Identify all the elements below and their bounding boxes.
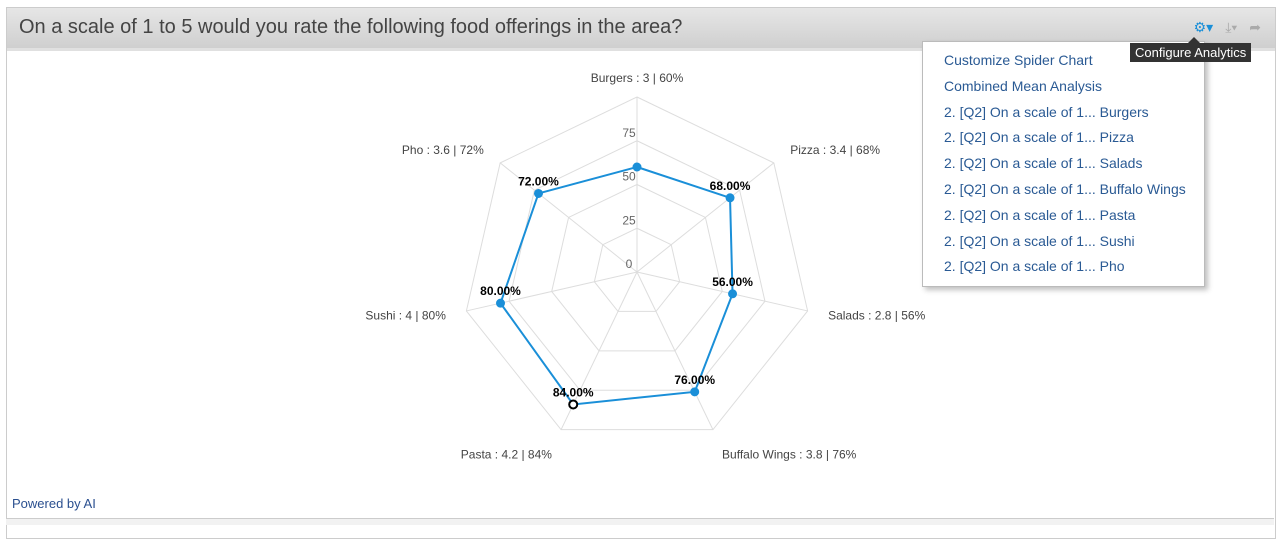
grid-ring (593, 227, 681, 312)
radial-tick-label: 0 (626, 257, 633, 271)
grid-ring (508, 140, 766, 391)
grid-spoke (636, 271, 714, 430)
axis-label: Burgers : 3 | 60% (591, 71, 684, 85)
gears-icon[interactable]: ⚙▾ (1193, 19, 1214, 35)
data-label: 76.00% (674, 373, 715, 387)
data-point (533, 188, 543, 198)
grid-ring (465, 96, 809, 431)
data-point (728, 289, 738, 299)
data-point (725, 193, 735, 203)
axis-label: Pasta : 4.2 | 84% (461, 448, 553, 462)
axis-label: Salads : 2.8 | 56% (828, 309, 926, 323)
configure-analytics-menu: Customize Spider Chart Combined Mean Anal… (922, 41, 1205, 287)
menu-item[interactable]: 2. [Q2] On a scale of 1... Burgers (944, 103, 1149, 120)
radial-tick-label: 75 (622, 126, 636, 140)
menu-item[interactable]: 2. [Q2] On a scale of 1... Pizza (944, 129, 1134, 146)
axis-label: Pizza : 3.4 | 68% (790, 143, 880, 157)
spider-chart: 0 25 50 75 Burgers : 3 | 60% 68.00% Pizza : 3.… (365, 71, 926, 462)
menu-item[interactable]: 2. [Q2] On a scale of 1... Pasta (944, 206, 1136, 223)
radial-tick-label: 50 (622, 170, 636, 184)
radial-tick-label: 25 (622, 213, 636, 227)
data-label: 68.00% (710, 179, 751, 193)
grid-spoke (499, 162, 638, 273)
data-label: 56.00% (712, 275, 753, 289)
menu-item[interactable]: 2. [Q2] On a scale of 1... Salads (944, 155, 1143, 172)
menu-item[interactable]: Customize Spider Chart (944, 52, 1093, 68)
menu-item[interactable]: 2. [Q2] On a scale of 1... Buffalo Wings (944, 180, 1186, 197)
data-label: 72.00% (518, 174, 559, 188)
share-icon[interactable]: ➦ (1249, 19, 1261, 35)
data-point (568, 399, 579, 410)
axis-label: Sushi : 4 | 80% (365, 309, 446, 323)
axis-label: Buffalo Wings : 3.8 | 76% (722, 448, 857, 462)
grid-spoke (466, 271, 638, 312)
data-point (632, 162, 642, 172)
download-icon[interactable]: ⤓▾ (1225, 19, 1238, 35)
panel-header: On a scale of 1 to 5 would you rate the … (7, 8, 1275, 51)
data-label: 84.00% (553, 385, 594, 399)
axis-label: Pho : 3.6 | 72% (402, 143, 484, 157)
grid-spoke (636, 162, 775, 273)
menu-item[interactable]: 2. [Q2] On a scale of 1... Sushi (944, 232, 1135, 249)
powered-by-link[interactable]: Powered by AI (12, 496, 96, 511)
data-point (690, 387, 700, 397)
grid-ring (551, 183, 723, 352)
page-title: On a scale of 1 to 5 would you rate the … (19, 16, 683, 38)
menu-item[interactable]: 2. [Q2] On a scale of 1... Pho (944, 258, 1125, 275)
tooltip: Configure Analytics (1130, 37, 1252, 62)
grid-spoke (636, 271, 808, 312)
data-label: 80.00% (480, 284, 521, 298)
footer-bar (6, 518, 1274, 525)
series-line (499, 165, 734, 406)
data-point (496, 298, 506, 308)
menu-item[interactable]: Combined Mean Analysis (944, 77, 1102, 94)
